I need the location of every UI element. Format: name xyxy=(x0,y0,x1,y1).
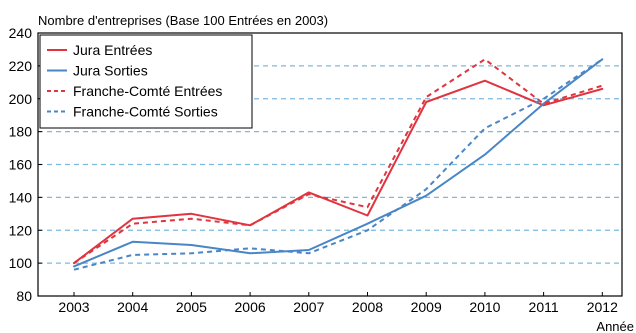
x-tick-label: 2007 xyxy=(293,299,324,315)
tick-labels: 80 100 120 140 160 180 200 220 240 2003 2004 2005 20… xyxy=(9,25,618,315)
x-tick-label: 2008 xyxy=(352,299,383,315)
x-axis-title: Année xyxy=(596,319,634,333)
x-tick-label: 2012 xyxy=(587,299,618,315)
y-tick-label: 100 xyxy=(9,255,33,271)
x-tick-label: 2011 xyxy=(529,299,559,315)
series-line-franche-comt-sorties xyxy=(73,58,603,271)
y-tick-label: 180 xyxy=(9,124,33,140)
gridlines xyxy=(37,32,623,297)
legend-label: Franche-Comté Entrées xyxy=(73,83,222,99)
series-line-jura-entr-es xyxy=(73,79,604,265)
legend-label: Franche-Comté Sorties xyxy=(73,104,218,120)
x-tick-label: 2004 xyxy=(117,299,148,315)
legend: Jura Entrées Jura Sorties Franche-Comté En… xyxy=(39,34,253,129)
y-tick-label: 120 xyxy=(9,222,33,238)
y-tick-label: 80 xyxy=(16,288,32,304)
y-tick-label: 160 xyxy=(9,157,33,173)
x-tick-label: 2003 xyxy=(58,299,89,315)
legend-label: Jura Entrées xyxy=(73,42,152,58)
series-lines xyxy=(73,58,604,271)
y-tick-label: 200 xyxy=(9,91,33,107)
y-tick-label: 240 xyxy=(9,25,33,41)
series-line-jura-sorties xyxy=(73,58,604,268)
y-tick-label: 220 xyxy=(9,58,33,74)
x-tick-label: 2006 xyxy=(235,299,266,315)
legend-label: Jura Sorties xyxy=(73,63,148,79)
legend-box xyxy=(39,34,253,129)
series-line-franche-comt-entr-es xyxy=(73,58,603,264)
x-tick-label: 2009 xyxy=(411,299,442,315)
y-tick-label: 140 xyxy=(9,189,33,205)
y-axis-title: Nombre d'entreprises (Base 100 Entrées e… xyxy=(38,13,328,28)
x-tick-label: 2005 xyxy=(176,299,207,315)
x-tick-label: 2010 xyxy=(469,299,500,315)
